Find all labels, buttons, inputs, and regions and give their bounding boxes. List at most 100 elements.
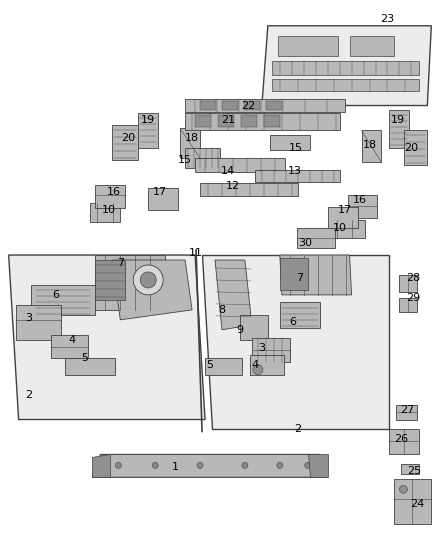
Circle shape xyxy=(305,462,311,469)
Bar xyxy=(218,116,234,127)
Circle shape xyxy=(115,462,121,469)
Text: 26: 26 xyxy=(394,434,409,445)
Circle shape xyxy=(253,365,263,375)
Circle shape xyxy=(133,265,163,295)
Bar xyxy=(272,61,419,75)
Text: 12: 12 xyxy=(226,181,240,191)
Polygon shape xyxy=(66,358,115,375)
Bar xyxy=(278,36,338,55)
Text: 11: 11 xyxy=(189,248,203,258)
Text: 27: 27 xyxy=(400,405,414,415)
Polygon shape xyxy=(280,258,308,290)
Polygon shape xyxy=(252,338,290,362)
Polygon shape xyxy=(185,99,345,112)
Circle shape xyxy=(197,462,203,469)
Text: 2: 2 xyxy=(294,424,301,434)
Text: 14: 14 xyxy=(221,166,235,176)
Polygon shape xyxy=(330,220,364,238)
Text: 3: 3 xyxy=(25,313,32,323)
Text: 7: 7 xyxy=(117,258,124,268)
Polygon shape xyxy=(396,405,417,419)
Text: 13: 13 xyxy=(288,166,302,176)
Text: 1: 1 xyxy=(172,462,179,472)
Text: 21: 21 xyxy=(221,116,235,125)
Polygon shape xyxy=(297,228,335,248)
Bar xyxy=(350,36,395,55)
Text: 4: 4 xyxy=(69,335,76,345)
Bar xyxy=(241,116,257,127)
Text: 17: 17 xyxy=(338,205,352,215)
Bar xyxy=(266,101,282,110)
Polygon shape xyxy=(16,305,60,340)
Polygon shape xyxy=(389,430,419,455)
Polygon shape xyxy=(399,275,417,292)
Text: 22: 22 xyxy=(241,101,255,110)
Text: 20: 20 xyxy=(121,133,135,143)
Polygon shape xyxy=(195,158,285,172)
Polygon shape xyxy=(270,135,310,150)
Polygon shape xyxy=(95,185,125,208)
Polygon shape xyxy=(9,255,205,419)
Text: 17: 17 xyxy=(153,187,167,197)
Text: 10: 10 xyxy=(332,223,346,233)
Text: 6: 6 xyxy=(289,317,296,327)
Text: 10: 10 xyxy=(101,205,115,215)
Polygon shape xyxy=(348,195,378,218)
Polygon shape xyxy=(50,335,88,358)
Text: 25: 25 xyxy=(407,466,421,477)
Polygon shape xyxy=(185,114,339,131)
Circle shape xyxy=(242,462,248,469)
Text: 5: 5 xyxy=(81,353,88,363)
Polygon shape xyxy=(180,128,200,158)
Bar xyxy=(272,78,419,91)
Polygon shape xyxy=(92,455,110,478)
Polygon shape xyxy=(95,255,165,310)
Polygon shape xyxy=(92,455,328,478)
Text: 19: 19 xyxy=(141,116,155,125)
Polygon shape xyxy=(202,255,389,430)
Polygon shape xyxy=(404,131,427,165)
Text: 15: 15 xyxy=(289,143,303,154)
Text: 2: 2 xyxy=(25,390,32,400)
Polygon shape xyxy=(205,358,242,375)
Circle shape xyxy=(277,462,283,469)
Text: 5: 5 xyxy=(207,360,214,370)
Polygon shape xyxy=(148,188,178,210)
Polygon shape xyxy=(262,26,431,106)
Polygon shape xyxy=(395,479,431,524)
Text: 15: 15 xyxy=(178,155,192,165)
Polygon shape xyxy=(215,260,252,330)
Polygon shape xyxy=(138,114,158,148)
Bar xyxy=(244,101,260,110)
Text: 20: 20 xyxy=(404,143,418,154)
Bar xyxy=(264,116,280,127)
Text: 4: 4 xyxy=(251,360,258,370)
Text: 3: 3 xyxy=(258,343,265,353)
Text: 16: 16 xyxy=(106,187,120,197)
Polygon shape xyxy=(250,355,284,375)
Polygon shape xyxy=(308,455,328,478)
Polygon shape xyxy=(200,183,298,196)
Polygon shape xyxy=(255,171,339,182)
Polygon shape xyxy=(401,464,419,474)
Polygon shape xyxy=(361,131,381,163)
Polygon shape xyxy=(389,110,410,148)
Text: 24: 24 xyxy=(410,499,424,509)
Polygon shape xyxy=(112,125,138,160)
Polygon shape xyxy=(280,255,352,295)
Text: 18: 18 xyxy=(363,140,377,150)
Polygon shape xyxy=(112,260,192,320)
Polygon shape xyxy=(328,207,357,228)
Circle shape xyxy=(140,272,156,288)
Circle shape xyxy=(399,486,407,493)
Polygon shape xyxy=(280,302,320,328)
Bar xyxy=(200,101,216,110)
Bar xyxy=(222,101,238,110)
Text: 23: 23 xyxy=(380,14,395,24)
Text: 16: 16 xyxy=(353,195,367,205)
Polygon shape xyxy=(90,203,120,222)
Polygon shape xyxy=(95,260,125,300)
Circle shape xyxy=(152,462,158,469)
Text: 7: 7 xyxy=(296,273,303,283)
Polygon shape xyxy=(240,315,268,340)
